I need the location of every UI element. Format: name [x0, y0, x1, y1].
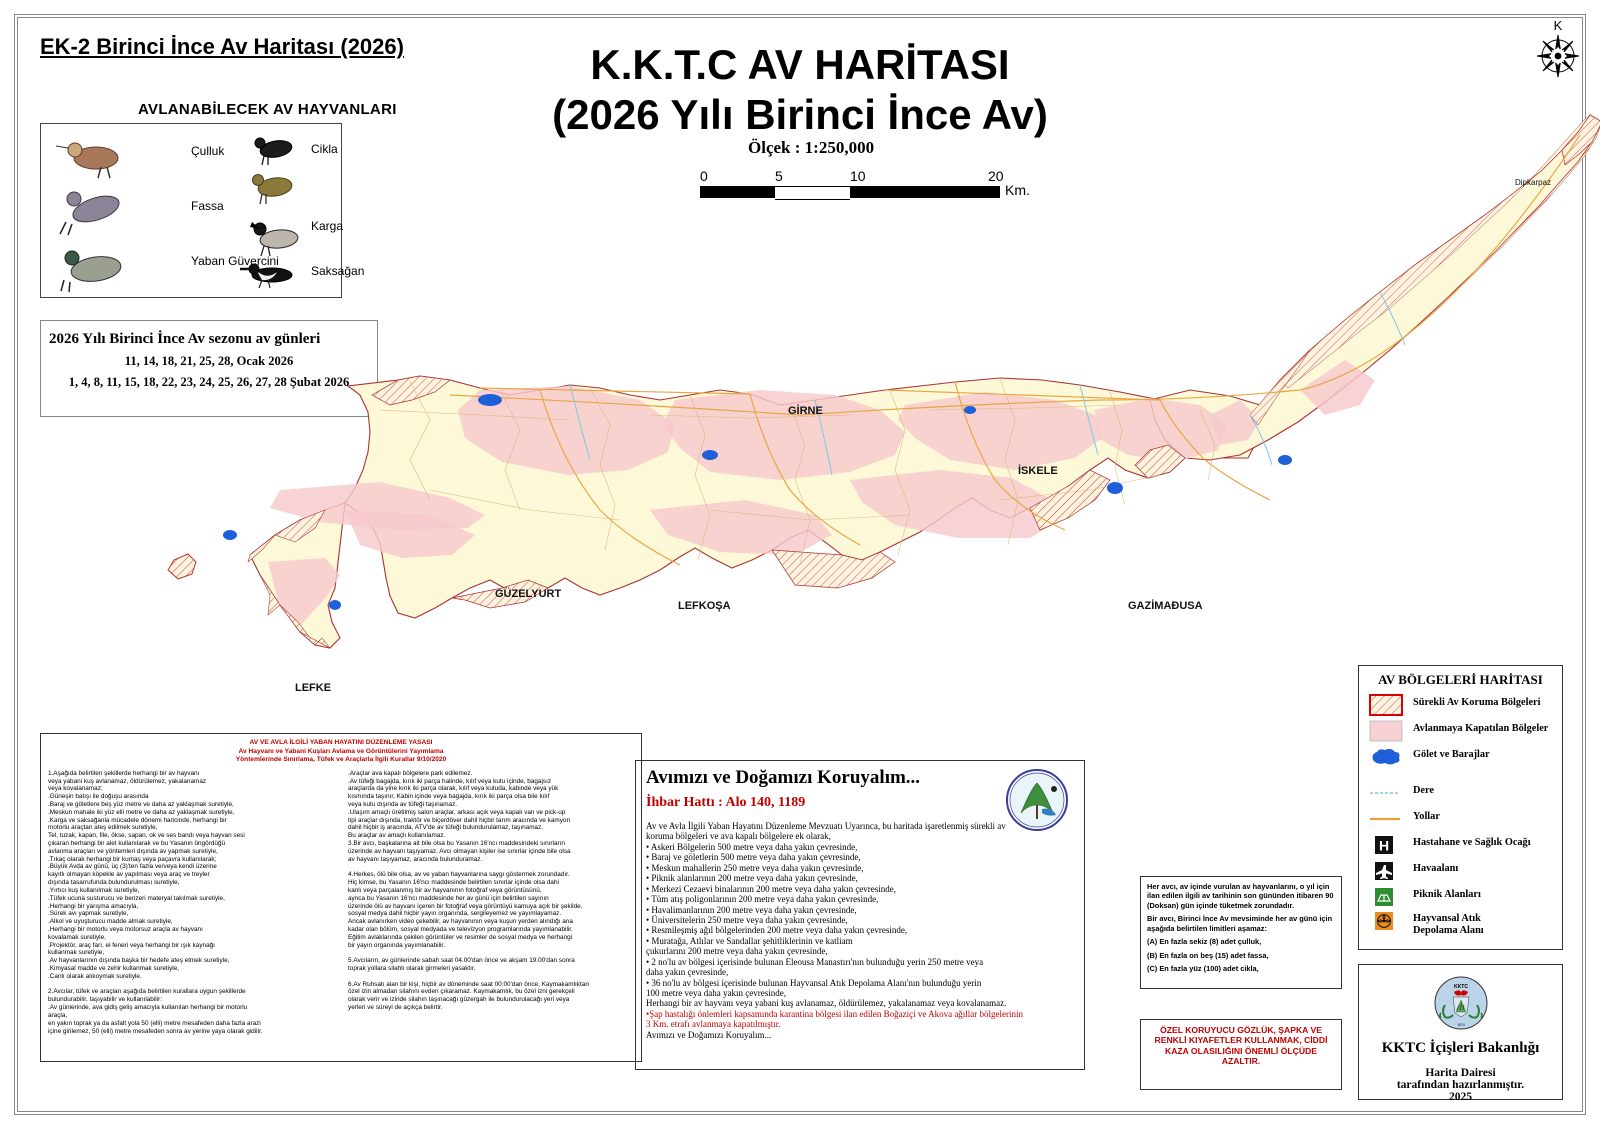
svg-text:1974: 1974: [1457, 1023, 1465, 1027]
svg-text:KKTC: KKTC: [1454, 984, 1468, 990]
svg-text:H: H: [1379, 838, 1389, 854]
